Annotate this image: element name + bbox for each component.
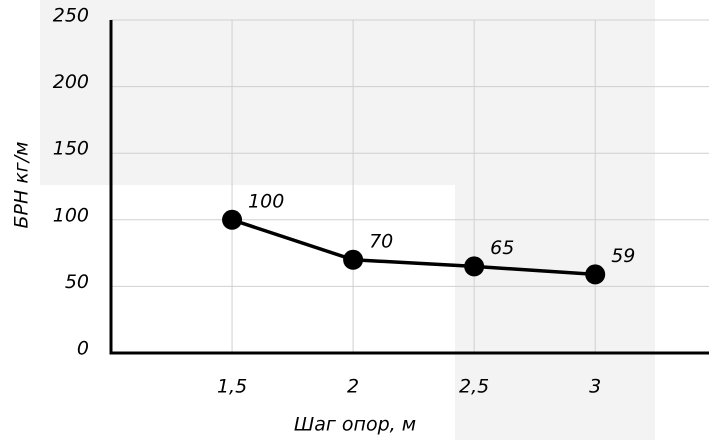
plot-highlight	[40, 185, 455, 440]
y-tick-label: 0	[77, 338, 89, 360]
point	[585, 264, 606, 285]
y-tick-label: 100	[53, 204, 89, 226]
y-axis-label: БРН кг/м	[11, 141, 33, 228]
x-axis-label: Шаг опор, м	[294, 414, 416, 436]
x-tick-label: 3	[589, 376, 601, 398]
marks: 100 70 65 59	[222, 190, 635, 285]
point	[464, 256, 485, 277]
line	[231, 218, 596, 277]
x-tick-label: 2	[347, 376, 359, 398]
x-tick-label: 1,5	[217, 376, 247, 398]
point	[222, 209, 243, 230]
data-label: 65	[490, 237, 514, 259]
x-tick-label: 2,5	[459, 376, 489, 398]
y-tick-label: 250	[53, 5, 89, 27]
data-label: 100	[248, 190, 284, 212]
data-label: 59	[611, 245, 635, 267]
point	[343, 249, 364, 270]
y-tick-label: 50	[65, 271, 89, 293]
y-tick-label: 200	[53, 71, 89, 93]
data-label: 70	[369, 230, 393, 252]
y-tick-label: 150	[53, 138, 89, 160]
